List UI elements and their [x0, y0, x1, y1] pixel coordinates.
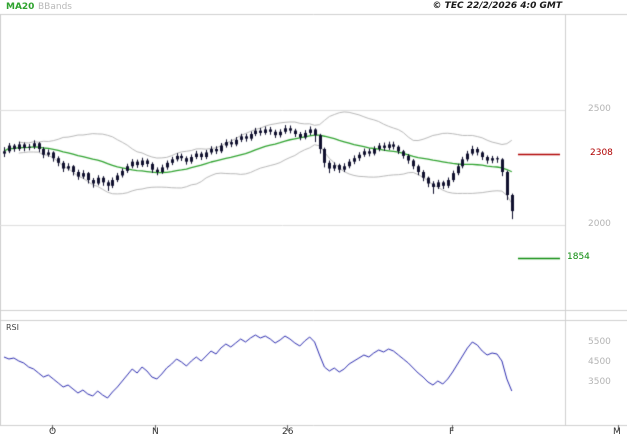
- time-label-october: O: [49, 427, 57, 437]
- resistance-level-label: 2308: [590, 148, 613, 158]
- rsi-axis-label-4500: 4500: [588, 357, 611, 367]
- rsi-axis-label-3500: 3500: [588, 377, 611, 387]
- time-label-november: N: [152, 427, 159, 437]
- support-level-label: 1854: [567, 252, 590, 262]
- time-label-march: M: [613, 427, 621, 437]
- bbands-legend-label: BBands: [38, 2, 72, 12]
- copyright-text: © TEC 22/2/2026 4:0 GMT: [432, 1, 562, 11]
- time-label-26: 26: [282, 427, 294, 437]
- price-axis-label-2000: 2000: [588, 219, 611, 229]
- rsi-panel-title: RSI: [6, 323, 19, 332]
- rsi-axis-label-5500: 5500: [588, 337, 611, 347]
- price-axis-label-2500: 2500: [588, 104, 611, 114]
- time-label-february: F: [449, 427, 455, 437]
- ma20-legend-label: MA20: [6, 2, 35, 12]
